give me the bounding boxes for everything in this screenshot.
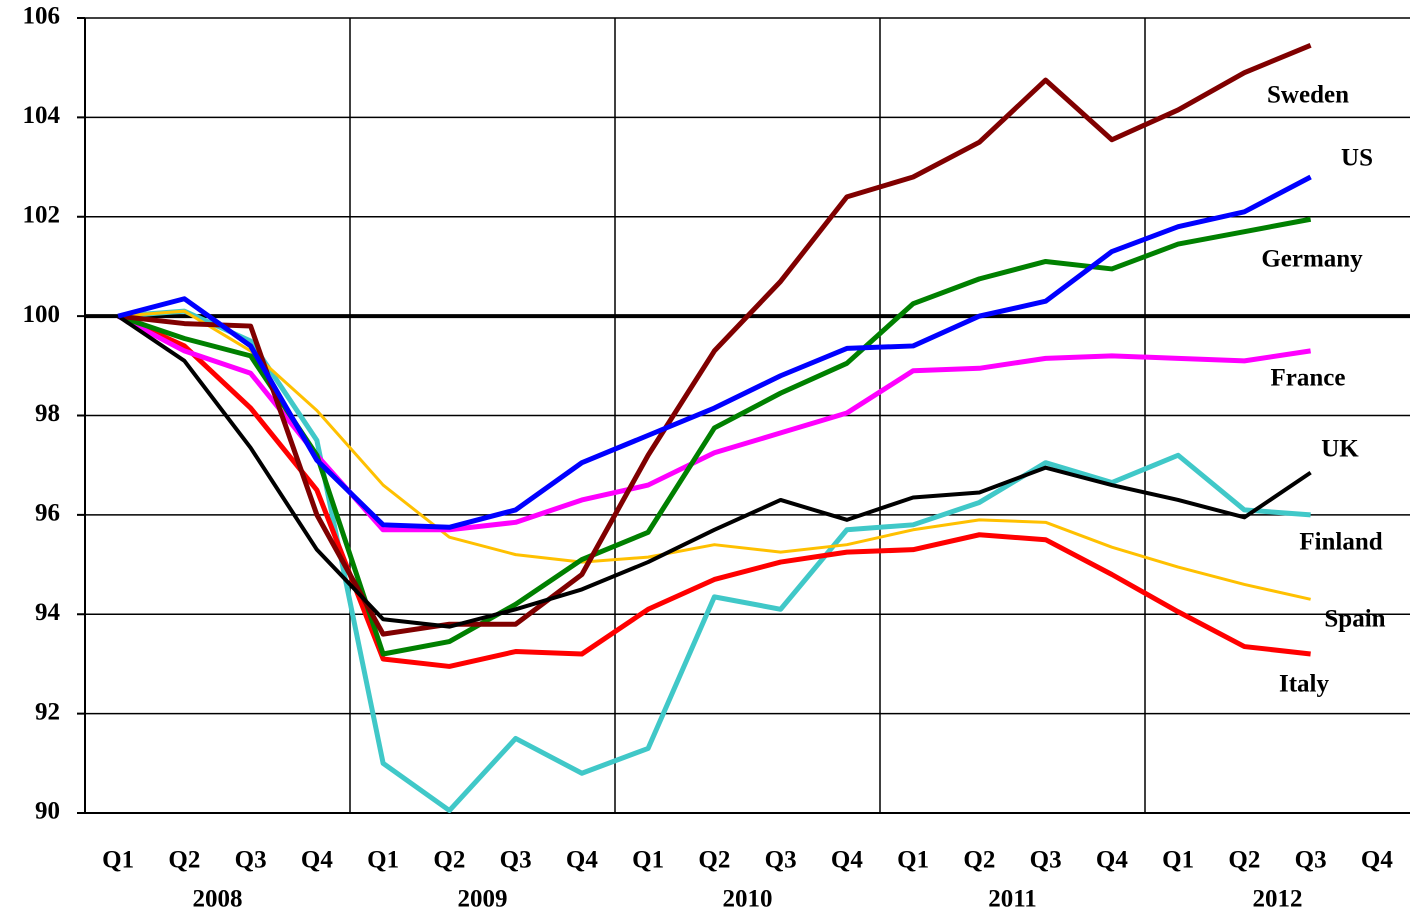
x-tick-label: Q1 — [897, 847, 929, 874]
year-label: 2010 — [723, 886, 773, 913]
y-tick-label: 98 — [35, 400, 60, 427]
series-label: Sweden — [1267, 82, 1349, 109]
series-line — [117, 216, 1312, 657]
x-tick-label: Q3 — [235, 847, 267, 874]
series-line — [117, 313, 1311, 669]
series-label: US — [1341, 145, 1373, 172]
x-tick-label: Q4 — [301, 847, 333, 874]
y-tick-label: 104 — [23, 102, 61, 129]
x-tick-label: Q3 — [500, 847, 532, 874]
x-tick-label: Q4 — [1361, 847, 1393, 874]
x-tick-label: Q3 — [765, 847, 797, 874]
y-tick-label: 92 — [35, 698, 60, 725]
year-label: 2008 — [193, 886, 243, 913]
y-tick-label: 90 — [35, 798, 60, 825]
y-tick-label: 96 — [35, 500, 60, 527]
year-label: 2009 — [458, 886, 508, 913]
x-tick-label: Q1 — [102, 847, 134, 874]
x-tick-label: Q1 — [632, 847, 664, 874]
series-line — [117, 43, 1312, 637]
series-label: Italy — [1279, 671, 1330, 698]
y-tick-label: 102 — [23, 201, 61, 228]
year-label: 2012 — [1253, 886, 1303, 913]
series-label: UK — [1321, 436, 1359, 463]
x-tick-label: Q3 — [1030, 847, 1062, 874]
series-line — [117, 174, 1312, 530]
series-line — [117, 314, 1312, 629]
x-tick-label: Q4 — [566, 847, 598, 874]
y-tick-label: 100 — [23, 301, 61, 328]
series-line — [118, 309, 1311, 601]
x-tick-label: Q1 — [1162, 847, 1194, 874]
x-tick-label: Q2 — [963, 847, 995, 874]
series-line — [117, 308, 1311, 814]
series-label: France — [1271, 365, 1346, 392]
series-label: Spain — [1324, 606, 1385, 633]
x-tick-label: Q2 — [433, 847, 465, 874]
series-label: Germany — [1261, 246, 1363, 273]
x-tick-label: Q1 — [367, 847, 399, 874]
series-label: Finland — [1299, 529, 1382, 556]
x-tick-label: Q4 — [1096, 847, 1128, 874]
year-label: 2011 — [988, 886, 1037, 913]
x-tick-label: Q2 — [168, 847, 200, 874]
y-tick-label: 94 — [35, 599, 61, 626]
x-tick-label: Q3 — [1295, 847, 1327, 874]
x-tick-label: Q2 — [698, 847, 730, 874]
x-tick-label: Q4 — [831, 847, 863, 874]
x-tick-label: Q2 — [1228, 847, 1260, 874]
y-tick-label: 106 — [23, 3, 61, 30]
